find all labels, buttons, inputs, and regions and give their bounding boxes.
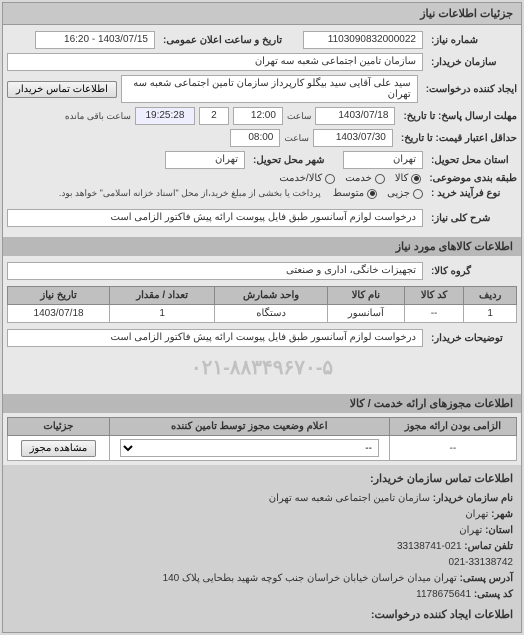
cell-code: -- <box>404 305 464 323</box>
deadline-valid-time: 08:00 <box>230 129 280 147</box>
col-row: ردیف <box>464 287 517 305</box>
request-no-label: شماره نیاز: <box>427 35 517 46</box>
deadline-send-date: 1403/07/18 <box>315 107 395 125</box>
desc-label: شرح کلی نیاز: <box>427 213 517 224</box>
radio-dot-icon <box>325 174 335 184</box>
radio-dot-icon <box>375 174 385 184</box>
cell-status: -- <box>109 436 389 461</box>
cell-name: آسانسور <box>328 305 405 323</box>
delivery-state-label: استان محل تحویل: <box>427 155 517 166</box>
radio-dot-icon <box>411 174 421 184</box>
purchase-note: پرداخت یا بخشی از مبلغ خرید،از محل "اسنا… <box>59 188 321 199</box>
remain-days: 2 <box>199 107 229 125</box>
requester-label: ایجاد کننده درخواست: <box>422 84 517 95</box>
purchase-type-label: نوع فرآیند خرید : <box>427 188 517 199</box>
goods-table: ردیف کد کالا نام کالا واحد شمارش تعداد /… <box>7 286 517 323</box>
requester-value: سید علی آقایی سید بیگلو کارپرداز سازمان … <box>121 75 418 103</box>
header-section: شماره نیاز: 1103090832000022 تاریخ و ساع… <box>3 25 521 233</box>
cell-qty: 1 <box>110 305 215 323</box>
contact-org-label: نام سازمان خریدار: <box>433 493 513 504</box>
deadline-send-time-label: ساعت <box>287 111 312 122</box>
cell-unit: دستگاه <box>215 305 328 323</box>
radio-low[interactable]: جزیی <box>387 188 423 199</box>
col-qty: تعداد / مقدار <box>110 287 215 305</box>
col-mandatory: الزامی بودن ارائه مجوز <box>389 418 516 436</box>
deadline-valid-date: 1403/07/30 <box>313 129 393 147</box>
col-status: اعلام وضعیت مجوز توسط تامین کننده <box>109 418 389 436</box>
watermark-phone: ۰۲۱-۸۸۳۴۹۶۷۰-۵ <box>7 349 517 386</box>
table-header-row: الزامی بودن ارائه مجوز اعلام وضعیت مجوز … <box>8 418 517 436</box>
contact-state: تهران <box>459 525 482 536</box>
details-panel: جزئیات اطلاعات نیاز شماره نیاز: 11030908… <box>2 2 522 633</box>
delivery-city-label: شهر محل تحویل: <box>249 155 339 166</box>
contact-footer: اطلاعات ایجاد کننده درخواست: <box>11 607 513 625</box>
status-select[interactable]: -- <box>120 439 379 457</box>
goods-section-title: اطلاعات کالاهای مورد نیاز <box>3 237 521 256</box>
radio-dot-icon <box>413 189 423 199</box>
cell-detail: مشاهده مجوز <box>8 436 110 461</box>
announce-value: 1403/07/15 - 16:20 <box>35 31 155 49</box>
col-code: کد کالا <box>404 287 464 305</box>
permits-section-title: اطلاعات مجوزهای ارائه خدمت / کالا <box>3 394 521 413</box>
remain-suffix: ساعت باقی مانده <box>65 111 131 122</box>
permits-section: الزامی بودن ارائه مجوز اعلام وضعیت مجوز … <box>3 413 521 465</box>
buyer-note-label: توضیحات خریدار: <box>427 333 517 344</box>
delivery-state-value: تهران <box>343 151 423 169</box>
contact-address-label: آدرس پستی: <box>460 573 513 584</box>
radio-mid-label: متوسط <box>333 188 364 199</box>
deadline-send-time: 12:00 <box>233 107 283 125</box>
radio-goods-label: کالا <box>395 173 409 184</box>
contact-address: تهران میدان خراسان خیابان خراسان جنب کوچ… <box>163 573 457 584</box>
purchase-type-radio-group: جزیی متوسط <box>333 188 423 199</box>
col-name: نام کالا <box>328 287 405 305</box>
radio-dot-icon <box>367 189 377 199</box>
table-row[interactable]: 1 -- آسانسور دستگاه 1 1403/07/18 <box>8 305 517 323</box>
delivery-city-value: تهران <box>165 151 245 169</box>
cell-mandatory: -- <box>389 436 516 461</box>
col-detail: جزئیات <box>8 418 110 436</box>
col-unit: واحد شمارش <box>215 287 328 305</box>
buyer-note-value: درخواست لوازم آسانسور طبق فایل پیوست ارا… <box>7 329 423 347</box>
radio-both-label: کالا/خدمت <box>279 173 322 184</box>
buyer-org-value: سازمان تامین اجتماعی شعبه سه تهران <box>7 53 423 71</box>
buyer-org-label: سازمان خریدار: <box>427 57 517 68</box>
goods-group-value: تجهیزات خانگی، اداری و صنعتی <box>7 262 423 280</box>
radio-mid[interactable]: متوسط <box>333 188 377 199</box>
view-permit-button[interactable]: مشاهده مجوز <box>21 440 97 457</box>
category-radio-group: کالا خدمت کالا/خدمت <box>279 173 421 184</box>
deadline-send-label: مهلت ارسال پاسخ: تا تاریخ: <box>399 111 517 122</box>
radio-service-label: خدمت <box>345 173 372 184</box>
announce-label: تاریخ و ساعت اعلان عمومی: <box>159 35 299 46</box>
goods-section: گروه کالا: تجهیزات خانگی، اداری و صنعتی … <box>3 256 521 390</box>
category-label: طبقه بندی موضوعی: <box>425 173 517 184</box>
desc-value: درخواست لوازم آسانسور طبق فایل پیوست ارا… <box>7 209 423 227</box>
radio-goods[interactable]: کالا <box>395 173 422 184</box>
radio-service[interactable]: خدمت <box>345 173 385 184</box>
contact-buyer-button[interactable]: اطلاعات تماس خریدار <box>7 81 117 98</box>
deadline-valid-time-label: ساعت <box>284 133 309 144</box>
contact-postal: 1178675641 <box>416 589 471 600</box>
deadline-valid-label: حداقل اعتبار قیمت: تا تاریخ: <box>397 133 517 144</box>
permits-table: الزامی بودن ارائه مجوز اعلام وضعیت مجوز … <box>7 417 517 461</box>
goods-group-label: گروه کالا: <box>427 266 517 277</box>
cell-row: 1 <box>464 305 517 323</box>
panel-title: جزئیات اطلاعات نیاز <box>3 3 521 25</box>
table-row: -- -- مشاهده مجوز <box>8 436 517 461</box>
contact-block: اطلاعات تماس سازمان خریدار: نام سازمان خ… <box>3 465 521 632</box>
col-date: تاریخ نیاز <box>8 287 110 305</box>
remain-time: 19:25:28 <box>135 107 195 125</box>
contact-city: تهران <box>465 509 488 520</box>
contact-title: اطلاعات تماس سازمان خریدار: <box>11 471 513 489</box>
contact-city-label: شهر: <box>491 509 513 520</box>
contact-org: سازمان تامین اجتماعی شعبه سه تهران <box>269 493 430 504</box>
table-header-row: ردیف کد کالا نام کالا واحد شمارش تعداد /… <box>8 287 517 305</box>
radio-low-label: جزیی <box>387 188 410 199</box>
contact-phone-label: تلفن تماس: <box>464 541 513 552</box>
request-no-value: 1103090832000022 <box>303 31 423 49</box>
cell-date: 1403/07/18 <box>8 305 110 323</box>
contact-state-label: استان: <box>485 525 513 536</box>
contact-postal-label: کد پستی: <box>474 589 513 600</box>
radio-both[interactable]: کالا/خدمت <box>279 173 335 184</box>
